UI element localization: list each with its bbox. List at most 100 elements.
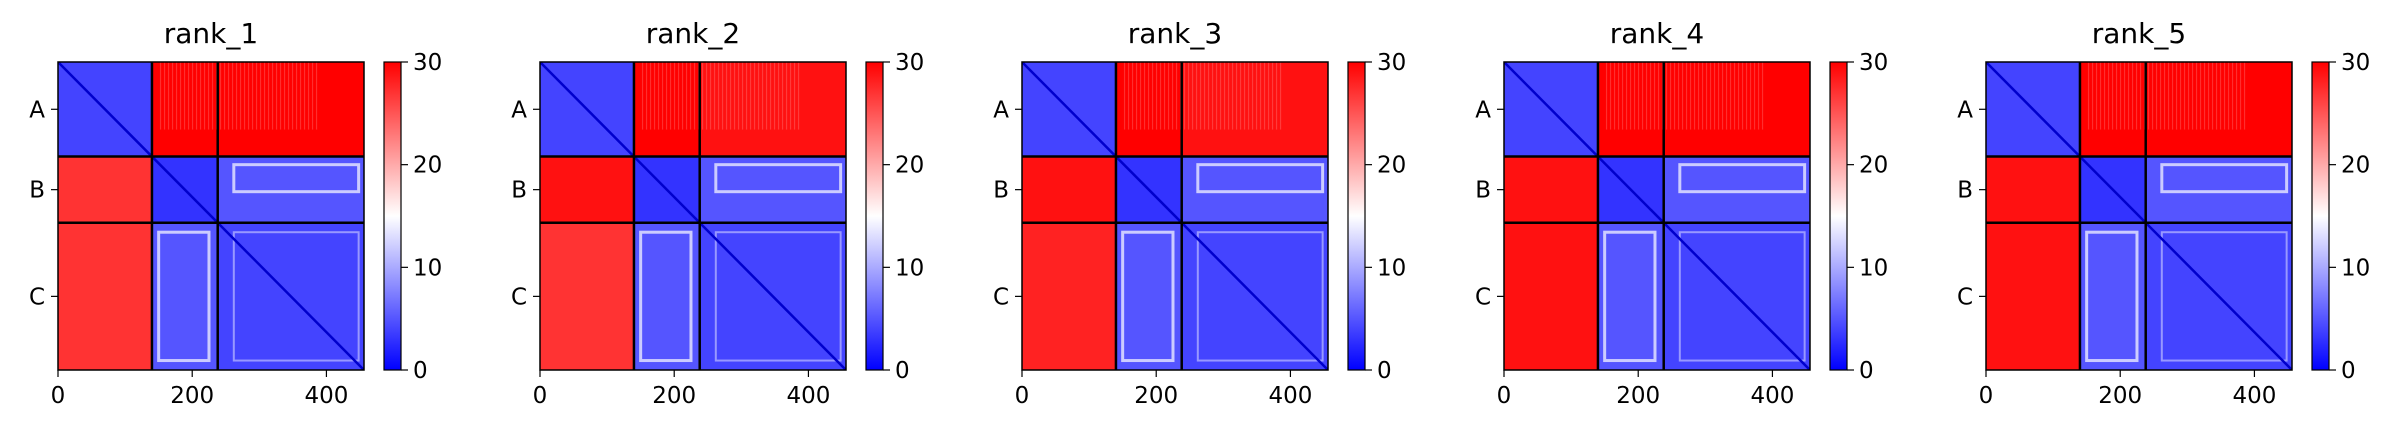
diagonal-line — [1504, 62, 1810, 370]
heatmap-frame — [539, 61, 847, 371]
pae-block-CB — [151, 222, 218, 370]
colorbar-tick-label: 30 — [2341, 50, 2370, 76]
heatmap-frame — [1503, 61, 1811, 371]
x-tick-label: 0 — [1979, 383, 1994, 409]
pae-block-AC — [1181, 62, 1328, 157]
pae-block-AB — [151, 62, 218, 157]
chain-label-A: A — [1475, 97, 1491, 123]
x-tick-label: 200 — [1616, 383, 1660, 409]
heatmap — [1504, 62, 1810, 370]
x-tick-label: 400 — [1750, 383, 1794, 409]
pae-block-AC — [1663, 62, 1810, 157]
colorbar-tick-label: 20 — [1377, 153, 1406, 179]
pae-block-CB — [1115, 222, 1182, 370]
colorbar-tick-label: 30 — [1859, 50, 1888, 76]
x-tick-label: 200 — [2098, 383, 2142, 409]
chain-label-C: C — [993, 284, 1009, 310]
colorbar-tick-label: 10 — [2341, 255, 2370, 281]
pae-panel-1: rank_1 0 200 400 A B C 0 10 20 30 — [29, 17, 442, 409]
colorbar-tick-label: 20 — [2341, 153, 2370, 179]
pae-block-BA — [1986, 156, 2080, 223]
colorbar-tick-label: 10 — [895, 255, 924, 281]
heatmap — [540, 62, 846, 370]
chain-label-B: B — [993, 178, 1009, 204]
x-tick-label: 0 — [1497, 383, 1512, 409]
pae-block-AC — [699, 62, 846, 157]
panel-title: rank_1 — [164, 17, 258, 50]
x-tick-label: 0 — [1015, 383, 1030, 409]
x-tick-label: 200 — [1134, 383, 1178, 409]
x-tick-label: 0 — [533, 383, 548, 409]
pae-block-CB — [633, 222, 700, 370]
x-tick-label: 200 — [170, 383, 214, 409]
pae-block-AB — [633, 62, 700, 157]
colorbar — [2311, 61, 2330, 371]
pae-block-BA — [58, 156, 152, 223]
heatmap-frame — [57, 61, 365, 371]
colorbar-tick-label: 20 — [895, 153, 924, 179]
pae-block-BA — [540, 156, 634, 223]
colorbar — [1829, 61, 1848, 371]
pae-block-BC — [1663, 156, 1810, 223]
pae-block-AB — [2079, 62, 2146, 157]
heatmap — [1986, 62, 2292, 370]
pae-block-BC — [699, 156, 846, 223]
diagonal-line — [1022, 62, 1328, 370]
chain-label-C: C — [511, 284, 527, 310]
colorbar — [865, 61, 884, 371]
chain-label-B: B — [1957, 178, 1973, 204]
panel-title: rank_5 — [2092, 17, 2186, 50]
heatmap-frame — [1021, 61, 1329, 371]
colorbar — [383, 61, 402, 371]
colorbar-tick-label: 10 — [413, 255, 442, 281]
chain-label-B: B — [29, 178, 45, 204]
pae-block-CA — [1986, 222, 2080, 370]
panel-title: rank_3 — [1128, 17, 1222, 50]
chain-label-C: C — [1957, 284, 1973, 310]
diagonal-line — [540, 62, 846, 370]
colorbar-tick-label: 0 — [413, 358, 428, 384]
chain-label-A: A — [511, 97, 527, 123]
panel-title: rank_4 — [1610, 17, 1704, 50]
colorbar-tick-label: 0 — [895, 358, 910, 384]
pae-block-CB — [1597, 222, 1664, 370]
colorbar-tick-label: 20 — [413, 153, 442, 179]
chain-label-B: B — [511, 178, 527, 204]
chain-label-C: C — [29, 284, 45, 310]
pae-block-AB — [1115, 62, 1182, 157]
diagonal-line — [1986, 62, 2292, 370]
pae-block-BC — [2145, 156, 2292, 223]
colorbar-tick-label: 30 — [413, 50, 442, 76]
colorbar-tick-label: 30 — [895, 50, 924, 76]
pae-panel-3: rank_3 0 200 400 A B C 0 10 20 30 — [993, 17, 1406, 409]
pae-block-CB — [2079, 222, 2146, 370]
colorbar-tick-label: 10 — [1377, 255, 1406, 281]
pae-block-CA — [1504, 222, 1598, 370]
panel-title: rank_2 — [646, 17, 740, 50]
pae-panel-4: rank_4 0 200 400 A B C 0 10 20 30 — [1475, 17, 1888, 409]
chain-label-A: A — [29, 97, 45, 123]
colorbar-tick-label: 0 — [1377, 358, 1392, 384]
chain-label-C: C — [1475, 284, 1491, 310]
x-tick-label: 400 — [2232, 383, 2276, 409]
colorbar-tick-label: 0 — [2341, 358, 2356, 384]
heatmap — [58, 62, 364, 370]
diagonal-line — [58, 62, 364, 370]
pae-block-AC — [2145, 62, 2292, 157]
colorbar — [1347, 61, 1366, 371]
pae-block-BC — [1181, 156, 1328, 223]
x-tick-label: 0 — [51, 383, 66, 409]
x-tick-label: 400 — [786, 383, 830, 409]
pae-block-CA — [1022, 222, 1116, 370]
pae-block-BA — [1022, 156, 1116, 223]
chain-label-A: A — [993, 97, 1009, 123]
colorbar-tick-label: 20 — [1859, 153, 1888, 179]
colorbar-tick-label: 10 — [1859, 255, 1888, 281]
colorbar-tick-label: 0 — [1859, 358, 1874, 384]
heatmap-frame — [1985, 61, 2293, 371]
x-tick-label: 400 — [1268, 383, 1312, 409]
heatmap — [1022, 62, 1328, 370]
x-tick-label: 400 — [304, 383, 348, 409]
pae-panel-5: rank_5 0 200 400 A B C 0 10 20 30 — [1957, 17, 2370, 409]
